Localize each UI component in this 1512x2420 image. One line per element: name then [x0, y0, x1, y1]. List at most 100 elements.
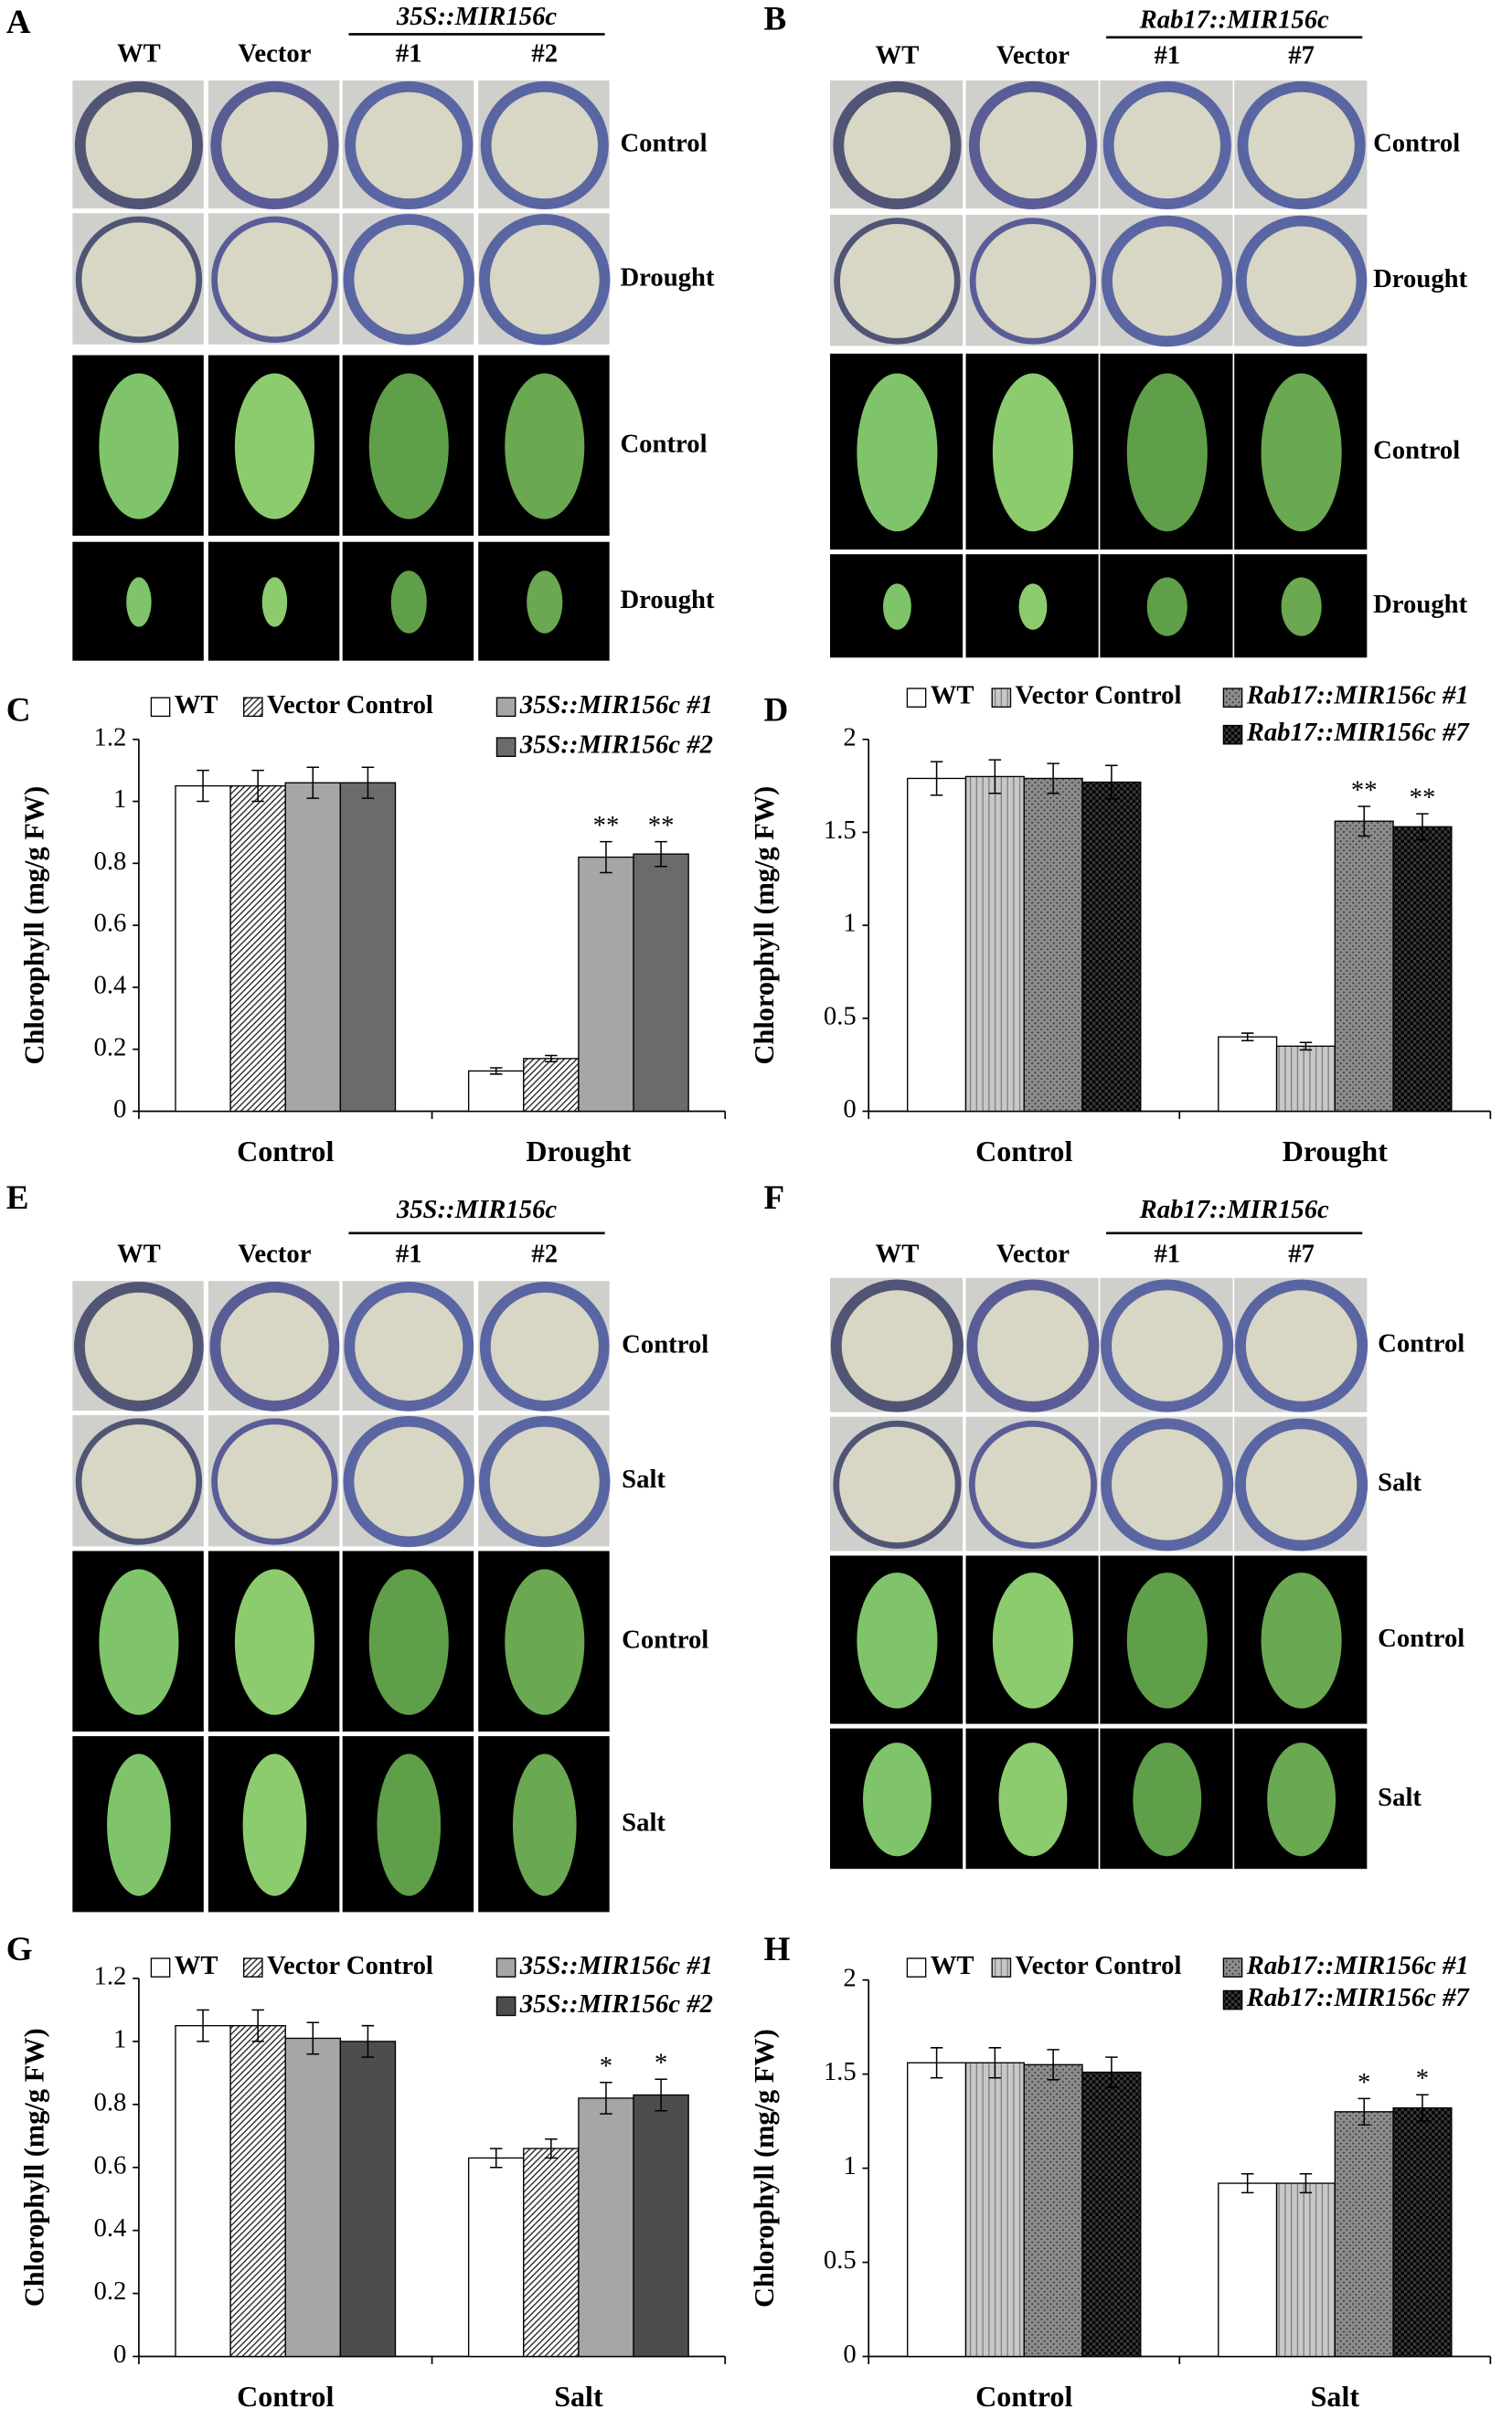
bar — [1392, 2107, 1453, 2358]
bar — [284, 2037, 342, 2358]
bar — [1334, 820, 1394, 1113]
bar — [964, 775, 1025, 1113]
row-label: Control — [1373, 129, 1460, 158]
x-tick-label: Salt — [1311, 2380, 1360, 2413]
y-tick-label: 0.2 — [94, 2276, 127, 2306]
plate-disc — [968, 80, 1097, 209]
error-bar — [361, 766, 375, 799]
leaf — [857, 1572, 938, 1709]
y-tick-label: 1.2 — [94, 722, 127, 752]
group-label: Rab17::MIR156c — [1139, 5, 1329, 35]
y-tick-label: 1 — [843, 909, 856, 938]
row-label: Salt — [1378, 1783, 1421, 1812]
row-label: Control — [620, 430, 707, 459]
x-tick-label: Control — [975, 1135, 1072, 1167]
legend-swatch — [1222, 1989, 1243, 2010]
y-tick-label: 0.6 — [94, 2150, 127, 2180]
plate-disc — [833, 80, 962, 209]
plate-disc — [74, 80, 203, 209]
column-label: #1 — [1154, 40, 1180, 69]
y-tick-label: 1.2 — [94, 1962, 127, 1991]
error-bar — [655, 840, 667, 868]
column-label: Vector — [996, 1240, 1070, 1269]
bar — [1023, 2063, 1083, 2358]
x-tick-label: Control — [975, 2380, 1072, 2413]
column-label: Vector — [996, 40, 1070, 69]
plate-disc — [479, 1415, 611, 1548]
significance-label: ** — [1410, 783, 1436, 812]
leaf — [512, 1754, 577, 1896]
y-tick-label: 2 — [843, 1963, 856, 1992]
error-bar — [1299, 2173, 1313, 2194]
leaf — [234, 1569, 314, 1715]
plate-disc — [74, 1281, 204, 1412]
leaf — [527, 570, 563, 634]
error-bar — [1358, 805, 1370, 837]
bar — [1275, 2182, 1336, 2358]
plate-disc — [1101, 1279, 1234, 1413]
error-bar — [1416, 2094, 1429, 2122]
y-tick-label: 1 — [113, 784, 126, 814]
plate-disc — [210, 80, 339, 209]
bar — [964, 2062, 1025, 2358]
bar — [339, 782, 397, 1113]
bar — [907, 777, 967, 1113]
legend-swatch — [1222, 1957, 1243, 1978]
plate-disc — [343, 214, 474, 346]
legend-label: Vector Control — [267, 690, 433, 720]
group-label: 35S::MIR156c — [396, 2, 558, 31]
legend-swatch — [906, 1957, 927, 1978]
leaf — [242, 1754, 307, 1896]
error-bar — [1105, 764, 1118, 800]
row-label: Drought — [620, 585, 715, 614]
error-bar — [600, 840, 612, 874]
plate-disc — [479, 1281, 610, 1412]
leaf — [883, 583, 911, 630]
legend-label: WT — [931, 681, 974, 710]
y-tick-label: 0 — [843, 1094, 856, 1124]
error-bar — [930, 2047, 943, 2079]
legend-swatch — [495, 737, 516, 757]
error-bar — [1416, 813, 1429, 841]
row-label: Salt — [622, 1465, 665, 1494]
bar — [1218, 2182, 1278, 2358]
row-label: Control — [622, 1626, 708, 1655]
leaf — [1133, 1743, 1202, 1857]
bar — [578, 856, 634, 1113]
y-axis-label: Chlorophyll (mg/g FW) — [18, 786, 49, 1065]
plate-disc — [1237, 80, 1366, 209]
legend-label: Rab17::MIR156c #7 — [1246, 1983, 1471, 2012]
plate-disc — [966, 1279, 1100, 1413]
legend-swatch — [495, 1996, 516, 2017]
plate-disc — [343, 1415, 474, 1548]
panel-letter: C — [6, 692, 31, 730]
panel-letter: G — [6, 1931, 33, 1968]
significance-label: * — [1358, 2068, 1370, 2097]
leaf — [126, 577, 152, 627]
legend-swatch — [906, 688, 927, 708]
column-label: WT — [117, 1240, 161, 1269]
bar — [1275, 1045, 1336, 1113]
column-label: #1 — [396, 39, 422, 69]
y-tick-label: 2 — [843, 722, 856, 752]
panel-letter: B — [763, 0, 786, 37]
error-bar — [306, 766, 320, 799]
panel-letter: D — [763, 692, 788, 730]
leaf — [261, 577, 288, 627]
y-tick-label: 0.8 — [94, 847, 127, 876]
plate-disc — [833, 1420, 962, 1549]
plate-disc — [1102, 80, 1231, 209]
error-bar — [545, 1054, 558, 1063]
bar — [175, 784, 231, 1113]
legend-label: WT — [175, 690, 218, 720]
column-label: WT — [876, 1240, 920, 1269]
row-label: Salt — [1378, 1467, 1421, 1497]
leaf — [1261, 1572, 1342, 1709]
y-tick-label: 1.5 — [824, 816, 857, 845]
plate-disc — [1101, 1418, 1234, 1551]
bar — [523, 2148, 580, 2358]
legend-label: WT — [175, 1951, 218, 1980]
column-label: #1 — [1154, 1240, 1180, 1269]
x-tick-label: Drought — [1283, 1135, 1388, 1167]
